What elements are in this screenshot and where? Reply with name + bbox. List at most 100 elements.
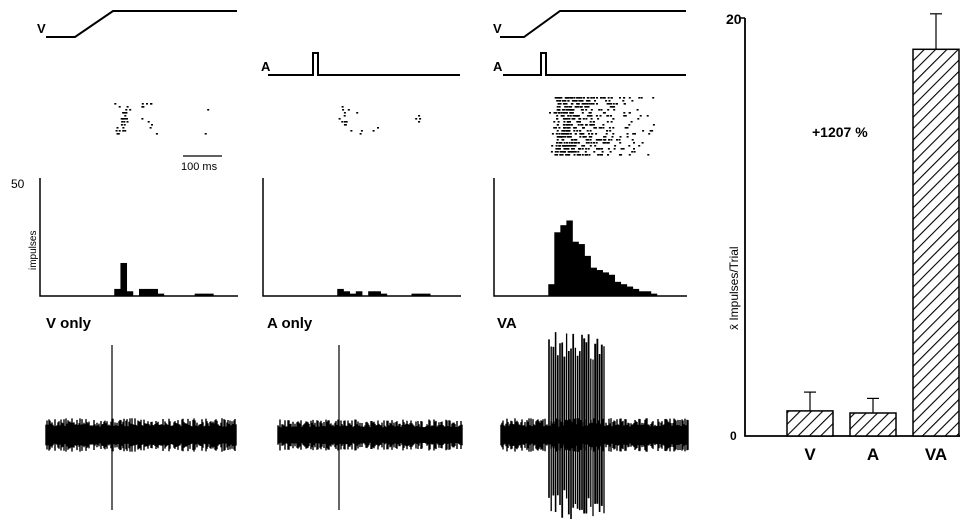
raster-spike: [623, 112, 626, 114]
raster-spike: [572, 109, 575, 111]
raster-spike: [587, 142, 590, 144]
raster-spike: [605, 133, 608, 135]
raster-spike: [575, 142, 578, 144]
raster-spike: [574, 151, 577, 153]
raster-spike: [551, 133, 554, 135]
raster-spike: [553, 127, 556, 129]
raster-spike: [585, 124, 588, 126]
raster-spike: [608, 139, 610, 141]
raster-spike: [579, 154, 581, 156]
waveform-a: [277, 345, 463, 510]
raster-spike: [558, 148, 560, 150]
raster-spike: [619, 97, 621, 99]
raster-spike: [607, 142, 610, 144]
raster-spike: [377, 127, 379, 129]
raster-spike: [566, 133, 569, 135]
raster-spike: [122, 127, 125, 129]
raster-spike: [568, 106, 571, 108]
raster-spike: [564, 100, 567, 102]
raster-spike: [553, 112, 556, 114]
raster-spike: [553, 121, 556, 123]
raster-spike: [577, 115, 580, 117]
raster-spike: [584, 106, 587, 108]
raster-spike: [557, 136, 560, 138]
raster-spike: [583, 97, 585, 99]
raster-spike: [556, 154, 559, 156]
raster-spike: [607, 154, 609, 156]
raster-spike: [586, 106, 589, 108]
raster-spike: [565, 133, 568, 135]
raster-spike: [571, 148, 573, 150]
raster-spike: [576, 103, 579, 105]
raster-spike: [584, 154, 587, 156]
raster-spike: [561, 109, 564, 111]
raster-spike: [626, 133, 629, 135]
raster-spike: [618, 154, 621, 156]
raster-spike: [150, 103, 153, 105]
psth-bin: [626, 286, 634, 296]
raster-spike: [567, 100, 570, 102]
raster-spike: [343, 112, 346, 114]
raster-spike: [612, 127, 615, 129]
raster-spike: [556, 106, 559, 108]
raster-spike: [581, 145, 584, 147]
raster-spike: [555, 148, 558, 150]
raster-spike: [577, 151, 580, 153]
raster-spike: [556, 142, 558, 144]
raster-spike: [620, 148, 623, 150]
raster-spike: [579, 121, 581, 123]
raster-spike: [590, 97, 593, 99]
raster-spike: [566, 118, 569, 120]
psth-bin: [374, 291, 381, 296]
raster-spike: [609, 151, 612, 153]
raster-spike: [142, 106, 145, 108]
psth-bin: [120, 262, 128, 296]
raster-spike: [639, 115, 642, 117]
raster-spike: [612, 118, 615, 120]
raster-spike: [622, 100, 625, 102]
stimulus-label: V: [493, 21, 502, 36]
raster-spike: [564, 118, 567, 120]
raster-spike: [556, 148, 559, 150]
raster-spike: [556, 124, 559, 126]
raster-spike: [637, 118, 640, 120]
raster-spike: [595, 142, 598, 144]
raster-spike: [559, 103, 562, 105]
raster-spike: [343, 115, 346, 117]
psth-bin: [584, 255, 591, 296]
raster-spike: [571, 139, 574, 141]
raster-spike: [562, 136, 565, 138]
raster-spike: [577, 154, 580, 156]
raster-spike: [204, 133, 207, 135]
psth-bin: [423, 293, 431, 296]
psth-bin: [145, 288, 152, 296]
raster-spike: [573, 118, 576, 120]
raster-spike: [581, 103, 584, 105]
raster-spike: [567, 136, 570, 138]
raster-spike: [572, 148, 575, 150]
psth-bin: [638, 291, 646, 296]
raster-spike: [356, 112, 359, 114]
raster-spike: [591, 124, 594, 126]
raster-spike: [557, 97, 560, 99]
raster-spike: [586, 154, 588, 156]
raster-spike: [581, 148, 584, 150]
panel-a: A A only: [261, 52, 463, 510]
raster-spike: [121, 118, 124, 120]
raster-spike: [605, 100, 608, 102]
raster-spike: [576, 121, 579, 123]
raster-spike: [567, 97, 570, 99]
raster-spike: [578, 97, 581, 99]
raster-spike: [647, 154, 650, 156]
raster-spike: [606, 142, 609, 144]
psth-bin: [368, 291, 375, 296]
raster-spike: [554, 97, 557, 99]
raster-spike: [589, 112, 592, 114]
raster-spike: [602, 124, 605, 126]
raster-spike: [597, 148, 600, 150]
raster-spike: [559, 100, 562, 102]
raster-spike: [586, 103, 589, 105]
raster-spike: [557, 103, 560, 105]
raster-spike: [568, 127, 571, 129]
raster-spike: [561, 151, 564, 153]
